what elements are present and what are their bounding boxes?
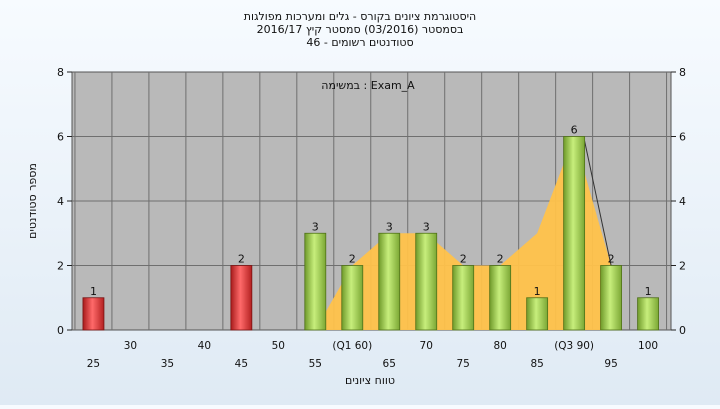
bar-0 bbox=[82, 297, 105, 331]
bar-10 bbox=[452, 265, 475, 331]
chart-title-line-2: בסמסטר (03/2016) סמסטר קיץ 2016/17 bbox=[257, 23, 464, 36]
bars-layer bbox=[82, 136, 659, 331]
y-axis-label: מספר סטודנטים bbox=[26, 163, 39, 239]
ytick-label-left: 0 bbox=[57, 324, 64, 337]
ytick-label-right: 2 bbox=[679, 260, 686, 273]
ytick-label-left: 8 bbox=[57, 66, 64, 79]
ytick-label-left: 6 bbox=[57, 131, 64, 144]
ytick-label-left: 4 bbox=[57, 195, 64, 208]
chart-title-line-1: היסטוגרמת ציונים בקורס - גלים ומערכות מפ… bbox=[244, 10, 476, 23]
ytick-label-right: 6 bbox=[679, 131, 686, 144]
data-label-12: 1 bbox=[534, 285, 541, 298]
data-label-7: 2 bbox=[349, 253, 356, 266]
ytick-label-right: 4 bbox=[679, 195, 686, 208]
y-axis-right-ticks: 0 2 4 6 8 bbox=[671, 66, 686, 337]
data-label-9: 3 bbox=[423, 220, 430, 233]
xtick-label-2: 35 bbox=[161, 358, 174, 370]
data-label-15: 1 bbox=[645, 285, 652, 298]
bar-13 bbox=[563, 136, 586, 331]
data-label-4: 2 bbox=[238, 253, 245, 266]
data-label-13: 6 bbox=[571, 124, 578, 137]
xtick-label-1: 30 bbox=[124, 340, 137, 352]
xtick-label-12: 85 bbox=[530, 358, 543, 370]
data-label-8: 3 bbox=[386, 220, 393, 233]
ytick-label-left: 2 bbox=[57, 260, 64, 273]
bar-4 bbox=[230, 265, 253, 331]
y-axis-left-ticks: 0 2 4 6 8 bbox=[57, 66, 72, 337]
chart-annotation: במשימה : Exam_A bbox=[321, 79, 415, 92]
xtick-label-4: 45 bbox=[235, 358, 248, 370]
bar-7 bbox=[341, 265, 364, 331]
data-label-14: 2 bbox=[608, 253, 615, 266]
xtick-label-9: 70 bbox=[420, 340, 433, 352]
xtick-label-5: 50 bbox=[272, 340, 285, 352]
data-label-10: 2 bbox=[460, 253, 467, 266]
bar-14 bbox=[600, 265, 622, 331]
xtick-label-13: (Q3 90) bbox=[554, 340, 594, 352]
x-axis-label: טווח ציונים bbox=[345, 374, 395, 387]
ytick-label-right: 8 bbox=[679, 66, 686, 79]
data-label-11: 2 bbox=[497, 253, 504, 266]
xtick-label-0: 25 bbox=[87, 358, 100, 370]
ytick-label-right: 0 bbox=[679, 324, 686, 337]
xtick-label-11: 80 bbox=[493, 340, 506, 352]
bar-9 bbox=[415, 232, 438, 331]
peak-connector-line bbox=[583, 136, 612, 266]
xtick-label-15: 100 bbox=[638, 340, 658, 352]
data-labels-layer: 1 2 3 2 3 3 2 2 1 6 2 1 bbox=[90, 124, 652, 298]
xtick-label-8: 65 bbox=[383, 358, 396, 370]
bar-11 bbox=[489, 265, 512, 331]
data-label-6: 3 bbox=[312, 220, 319, 233]
bar-8 bbox=[378, 232, 401, 331]
chart-title-line-3: סטודנטים רשומים - 46 bbox=[306, 36, 413, 49]
bar-12 bbox=[526, 297, 549, 331]
data-label-0: 1 bbox=[90, 285, 97, 298]
xtick-label-10: 75 bbox=[457, 358, 470, 370]
x-axis-ticks: 25 30 35 40 45 50 55 (Q1 60) 65 70 75 80 85 (Q3 90) 95… bbox=[87, 340, 658, 370]
xtick-label-6: 55 bbox=[309, 358, 322, 370]
xtick-label-7: (Q1 60) bbox=[332, 340, 372, 352]
bar-6 bbox=[304, 232, 327, 331]
xtick-label-3: 40 bbox=[198, 340, 211, 352]
bar-15 bbox=[637, 297, 659, 331]
xtick-label-14: 95 bbox=[604, 358, 617, 370]
